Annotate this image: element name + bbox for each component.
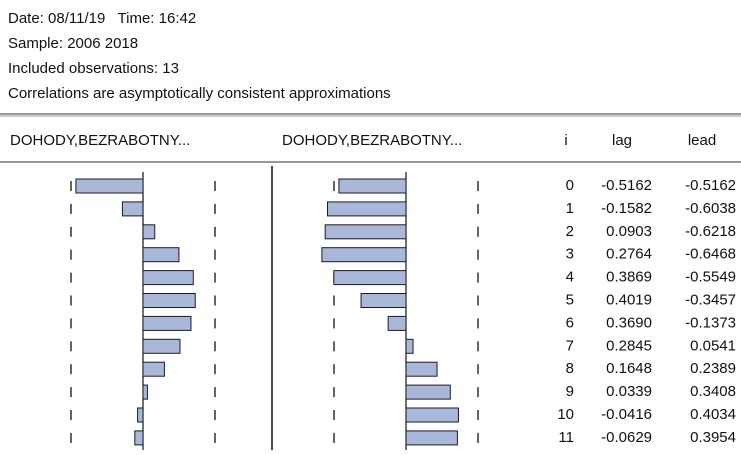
lead-value: 0.3408	[690, 383, 736, 400]
lag-value: 0.4019	[606, 291, 652, 308]
column-header: DOHODY,BEZRABOTNY...	[282, 132, 462, 149]
lag-value: 0.1648	[606, 360, 652, 377]
header-observations: Included observations: 13	[8, 60, 179, 77]
correlation-bar	[405, 384, 451, 400]
correlation-bar	[387, 315, 407, 331]
correlation-bar	[137, 407, 144, 423]
lead-value: -0.3457	[685, 291, 736, 308]
lag-value: 0.3690	[606, 314, 652, 331]
correlation-bar	[142, 315, 192, 331]
correlation-bar	[324, 224, 407, 240]
column-header: i	[564, 132, 567, 149]
header-sample: Sample: 2006 2018	[8, 35, 138, 52]
correlation-bar	[405, 407, 459, 423]
correlation-bar	[142, 247, 180, 263]
header-date: Date: 08/11/19 Time: 16:42	[8, 10, 196, 27]
lag-value: 0.3869	[606, 269, 652, 286]
correlation-bar	[327, 201, 407, 217]
correlation-bar	[142, 384, 148, 400]
correlation-bar	[75, 178, 144, 194]
row-index: 7	[566, 337, 574, 354]
lead-value: -0.5549	[685, 269, 736, 286]
row-index: 8	[566, 360, 574, 377]
lag-value: 0.0903	[606, 223, 652, 240]
correlation-bar	[142, 224, 156, 240]
correlation-bar	[360, 293, 407, 308]
lag-value: -0.0416	[601, 406, 652, 423]
row-index: 0	[566, 177, 574, 194]
lead-value: 0.0541	[690, 337, 736, 354]
lag-value: 0.2764	[606, 246, 652, 263]
lead-value: 0.3954	[690, 429, 736, 446]
correlation-bar	[121, 201, 144, 217]
correlation-bar	[142, 293, 196, 308]
row-index: 4	[566, 269, 574, 286]
correlation-bar	[142, 361, 165, 377]
lead-value: -0.5162	[685, 177, 736, 194]
correlation-bar	[333, 270, 407, 286]
column-header: lag	[612, 132, 632, 149]
lead-value: 0.2389	[690, 360, 736, 377]
correlation-bar	[142, 270, 194, 286]
header-note: Correlations are asymptotically consiste…	[8, 85, 391, 102]
row-index: 6	[566, 314, 574, 331]
lead-value: -0.6218	[685, 223, 736, 240]
correlation-bar	[338, 178, 407, 194]
lag-value: -0.0629	[601, 429, 652, 446]
correlation-bar	[405, 361, 438, 377]
row-index: 1	[566, 200, 574, 217]
correlation-bar	[321, 247, 407, 263]
row-index: 3	[566, 246, 574, 263]
lead-value: -0.6038	[685, 200, 736, 217]
column-header: lead	[688, 132, 716, 149]
lag-value: -0.1582	[601, 200, 652, 217]
lag-value: 0.2845	[606, 337, 652, 354]
lag-value: -0.5162	[601, 177, 652, 194]
correlation-bar	[142, 338, 181, 354]
lead-value: 0.4034	[690, 406, 736, 423]
correlation-bar	[405, 338, 414, 354]
row-index: 9	[566, 383, 574, 400]
lead-value: -0.6468	[685, 246, 736, 263]
row-index: 10	[557, 406, 574, 423]
row-index: 5	[566, 291, 574, 308]
lead-value: -0.1373	[685, 314, 736, 331]
lag-value: 0.0339	[606, 383, 652, 400]
row-index: 11	[558, 429, 574, 446]
correlation-bar	[134, 430, 144, 446]
correlation-bar	[405, 430, 458, 446]
row-index: 2	[566, 223, 574, 240]
column-header: DOHODY,BEZRABOTNY...	[10, 132, 190, 149]
